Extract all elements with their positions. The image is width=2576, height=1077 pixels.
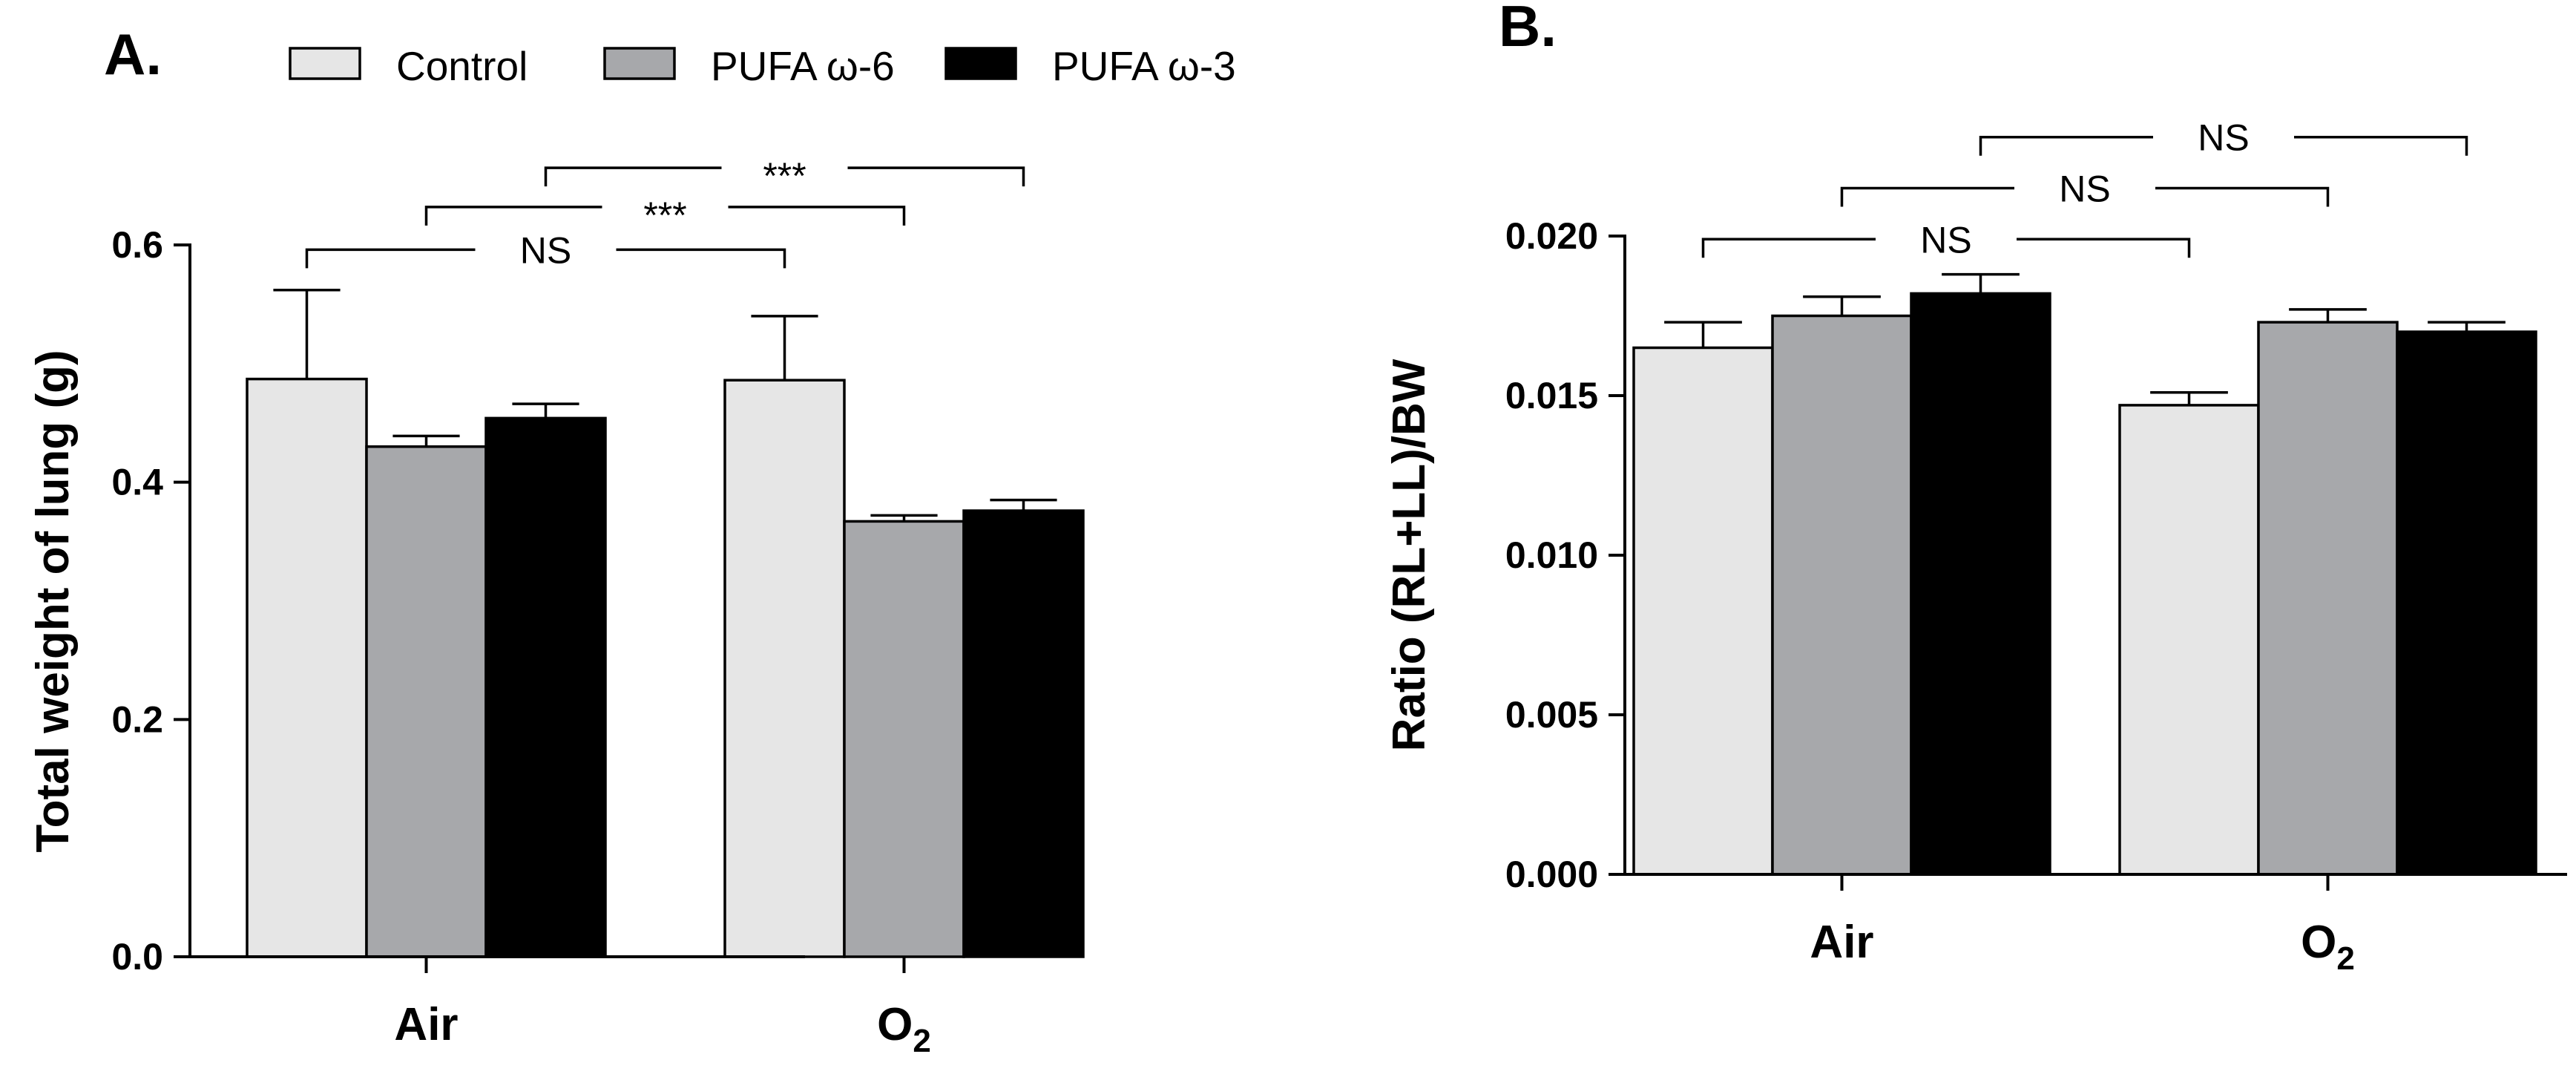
y-tick-label: 0.015 <box>1505 375 1598 416</box>
y-axis-label: Ratio (RL+LL)/BW <box>1384 359 1435 751</box>
y-tick-label: 0.6 <box>111 224 163 266</box>
bar <box>1632 346 1774 876</box>
y-tick-label: 0.4 <box>111 462 163 503</box>
significance-label: *** <box>763 155 806 197</box>
y-tick-label: 0.2 <box>111 698 163 740</box>
significance-bracket <box>2017 238 2191 258</box>
x-category-label: O2 <box>877 999 931 1059</box>
significance-bracket <box>2155 186 2330 207</box>
x-category-label: Air <box>1810 917 1873 968</box>
bar <box>2118 404 2260 876</box>
significance-bracket <box>847 166 1025 187</box>
bar <box>962 509 1085 958</box>
y-tick-label: 0.020 <box>1505 215 1598 257</box>
bar <box>2396 330 2537 876</box>
significance-bracket <box>728 206 906 226</box>
significance-bracket <box>544 166 722 187</box>
panel-label: B. <box>1499 0 1557 59</box>
significance-bracket <box>1840 186 2014 207</box>
significance-label: NS <box>520 229 571 271</box>
y-tick-label: 0.010 <box>1505 534 1598 576</box>
significance-bracket <box>424 206 602 226</box>
legend-swatch <box>603 47 676 80</box>
chart-panel-b: B. 0.000 0.005 0.010 0.015 0.020 Air O2 Ratio (R… <box>1384 0 2567 977</box>
bar <box>246 377 368 958</box>
legend-label: PUFA ω-3 <box>1052 43 1236 89</box>
bar <box>1771 314 1913 876</box>
y-tick-label: 0.000 <box>1505 854 1598 895</box>
chart-panel-a: A. 0.0 0.2 0.4 0.6 Air O2 Total weight of lung … <box>27 22 1085 1059</box>
bar <box>1910 292 2051 876</box>
significance-bracket <box>1979 135 2153 156</box>
legend-swatch <box>289 47 361 80</box>
y-tick-label: 0.0 <box>111 936 163 978</box>
bar <box>484 416 607 958</box>
significance-bracket <box>305 248 476 269</box>
y-tick-label: 0.005 <box>1505 694 1598 736</box>
bar <box>843 520 965 958</box>
significance-label: *** <box>643 194 686 236</box>
significance-bracket <box>2294 135 2468 156</box>
y-axis-label: Total weight of lung (g) <box>27 350 79 852</box>
bar <box>723 379 846 958</box>
significance-bracket <box>1701 238 1876 258</box>
legend-label: PUFA ω-6 <box>711 43 895 89</box>
panel-label: A. <box>104 22 162 87</box>
x-category-label: Air <box>394 999 458 1050</box>
bar <box>365 445 487 958</box>
significance-label: NS <box>2059 168 2110 210</box>
significance-label: NS <box>1920 219 1971 261</box>
legend: Control PUFA ω-6 PUFA ω-3 <box>289 43 1236 89</box>
legend-label: Control <box>396 43 528 89</box>
bar <box>2257 321 2399 876</box>
significance-label: NS <box>2198 117 2249 159</box>
legend-swatch <box>944 47 1017 80</box>
significance-bracket <box>616 248 786 269</box>
x-category-label: O2 <box>2301 917 2355 977</box>
